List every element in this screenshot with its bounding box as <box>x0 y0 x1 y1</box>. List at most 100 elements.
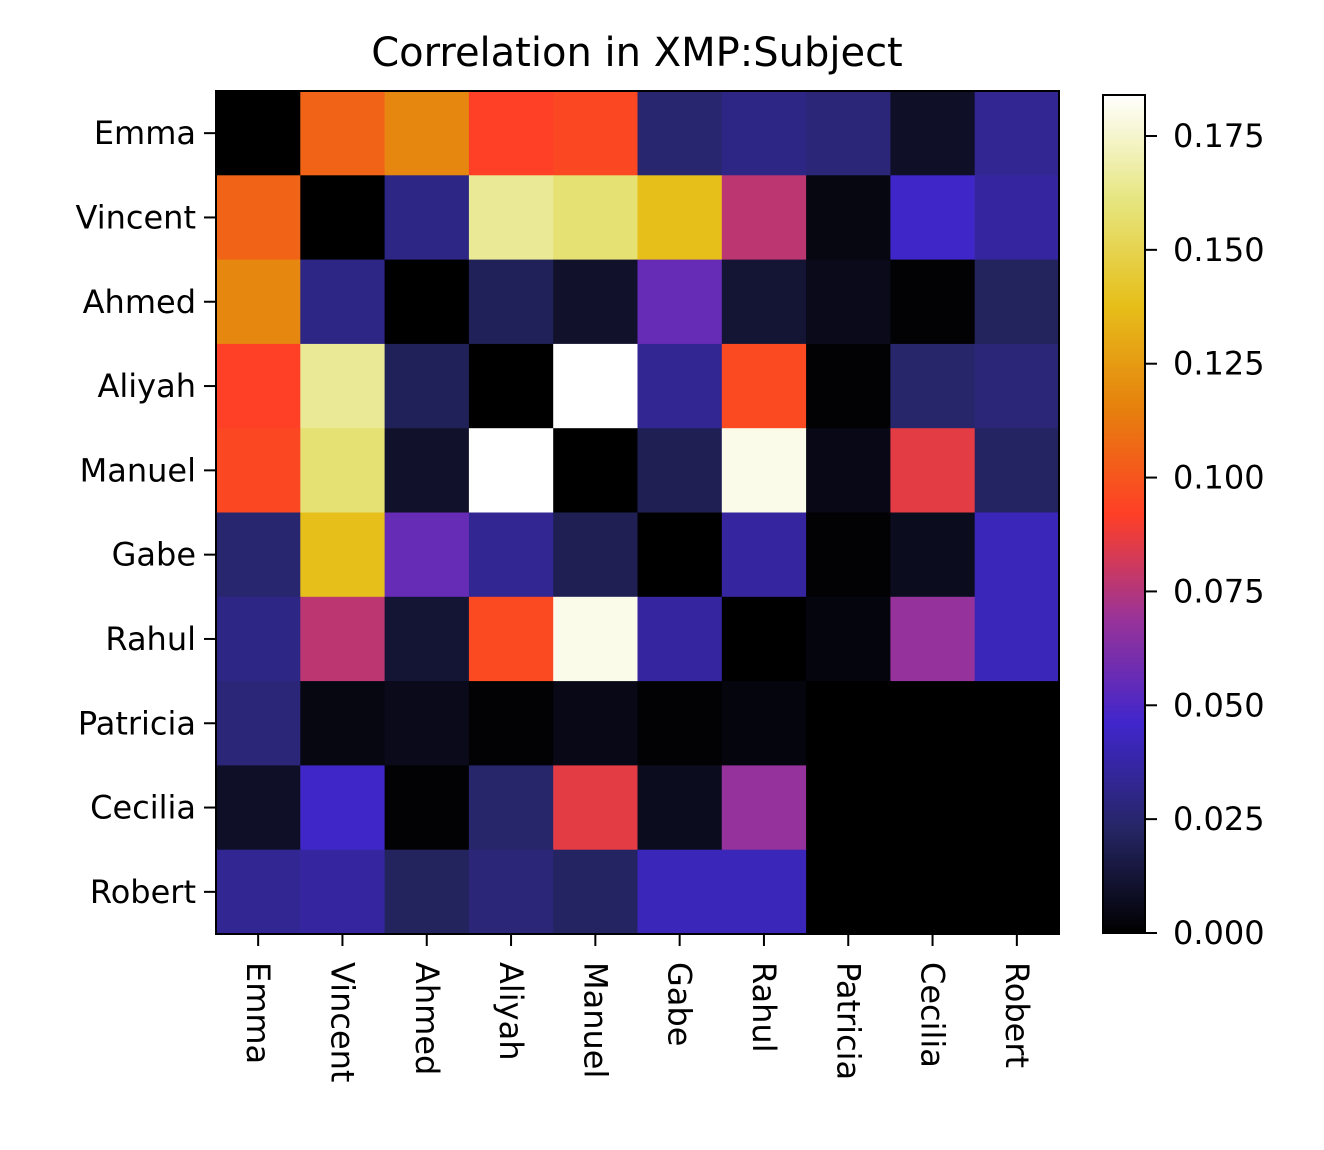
heatmap-cell <box>806 596 891 682</box>
y-tick-label: Gabe <box>112 536 196 574</box>
heatmap-cell <box>300 175 386 261</box>
heatmap-cell <box>216 512 301 598</box>
heatmap-cell <box>468 681 554 766</box>
heatmap-cell <box>553 681 639 766</box>
heatmap-cell <box>300 428 386 514</box>
heatmap-cell <box>974 428 1060 514</box>
heatmap-cell <box>384 512 470 598</box>
x-tick-label: Cecilia <box>914 962 952 1068</box>
heatmap-cell <box>721 259 807 345</box>
heatmap-cell <box>637 259 723 345</box>
heatmap-cell <box>300 512 386 598</box>
heatmap-cell <box>890 175 976 261</box>
heatmap-cell <box>806 343 891 429</box>
x-tick-label: Patricia <box>829 962 867 1080</box>
heatmap-cells <box>216 91 1060 935</box>
heatmap-cell <box>300 765 386 851</box>
heatmap-cell <box>553 343 639 429</box>
heatmap-cell <box>637 512 723 598</box>
heatmap-cell <box>890 259 976 345</box>
heatmap-cell <box>553 765 639 851</box>
x-tick-label: Gabe <box>661 962 699 1046</box>
heatmap-cell <box>553 259 639 345</box>
y-tick-label: Aliyah <box>98 367 197 405</box>
heatmap-cell <box>721 596 807 682</box>
heatmap-cell <box>384 596 470 682</box>
heatmap-cell <box>721 765 807 851</box>
heatmap-cell <box>216 596 301 682</box>
colorbar-tick-label: 0.150 <box>1173 231 1265 269</box>
heatmap-cell <box>216 91 301 176</box>
chart-title: Correlation in XMP:Subject <box>371 30 903 76</box>
heatmap-cell <box>721 91 807 176</box>
heatmap-cell <box>384 259 470 345</box>
colorbar: 0.000 0.025 0.050 0.075 0.100 0.125 0.150 0.175 <box>1102 94 1265 952</box>
heatmap-cell <box>553 91 639 176</box>
heatmap-cell <box>637 343 723 429</box>
y-tick-label: Robert <box>90 873 196 911</box>
heatmap-cell <box>974 175 1060 261</box>
heatmap-cell <box>553 512 639 598</box>
x-tick-label: Ahmed <box>408 962 446 1075</box>
heatmap-cell <box>974 512 1060 598</box>
heatmap-cell <box>300 849 386 935</box>
heatmap-cell <box>806 175 891 261</box>
heatmap-cell <box>468 175 554 261</box>
heatmap-cell <box>468 259 554 345</box>
heatmap-cell <box>974 596 1060 682</box>
heatmap-cell <box>468 512 554 598</box>
heatmap-cell <box>384 428 470 514</box>
colorbar-tick-label: 0.125 <box>1173 345 1265 383</box>
heatmap-cell <box>468 428 554 514</box>
heatmap-cell <box>384 681 470 766</box>
colorbar-tick-label: 0.000 <box>1173 914 1265 952</box>
heatmap-cell <box>637 91 723 176</box>
heatmap-cell <box>806 91 891 176</box>
heatmap-cell <box>974 91 1060 176</box>
x-tick-label: Rahul <box>745 962 783 1053</box>
heatmap-cell <box>721 343 807 429</box>
heatmap-cell <box>553 849 639 935</box>
heatmap-cell <box>637 765 723 851</box>
heatmap-cell <box>890 849 976 935</box>
x-axis: Emma Vincent Ahmed Aliyah Manuel Gabe Rahul Pat… <box>239 934 1036 1082</box>
heatmap-cell <box>890 765 976 851</box>
heatmap-cell <box>637 681 723 766</box>
heatmap-cell <box>974 681 1060 766</box>
heatmap-cell <box>637 428 723 514</box>
heatmap-cell <box>553 428 639 514</box>
colorbar-tick-label: 0.050 <box>1173 686 1265 724</box>
x-tick-label: Manuel <box>576 962 614 1078</box>
heatmap-cell <box>890 428 976 514</box>
colorbar-tick-label: 0.100 <box>1173 459 1265 497</box>
heatmap-cell <box>468 91 554 176</box>
heatmap-cell <box>216 175 301 261</box>
heatmap-cell <box>890 91 976 176</box>
y-tick-label: Manuel <box>80 451 196 489</box>
heatmap-cell <box>974 259 1060 345</box>
colorbar-tick-label: 0.075 <box>1173 572 1265 610</box>
heatmap-cell <box>300 596 386 682</box>
colorbar-tick-label: 0.025 <box>1173 800 1265 838</box>
heatmap-cell <box>890 512 976 598</box>
heatmap-cell <box>384 765 470 851</box>
x-tick-label: Vincent <box>323 962 361 1082</box>
heatmap-cell <box>721 849 807 935</box>
heatmap-cell <box>300 681 386 766</box>
heatmap-cell <box>637 175 723 261</box>
heatmap-cell <box>637 596 723 682</box>
heatmap-cell <box>300 91 386 176</box>
heatmap-cell <box>216 343 301 429</box>
heatmap-cell <box>637 849 723 935</box>
heatmap-cell <box>974 849 1060 935</box>
heatmap-cell <box>300 259 386 345</box>
heatmap-cell <box>890 596 976 682</box>
heatmap-cell <box>974 765 1060 851</box>
heatmap-cell <box>721 428 807 514</box>
heatmap-cell <box>806 765 891 851</box>
x-tick-label: Emma <box>239 962 277 1064</box>
heatmap-cell <box>890 343 976 429</box>
heatmap-cell <box>806 259 891 345</box>
colorbar-ticks: 0.000 0.025 0.050 0.075 0.100 0.125 0.150 0.175 <box>1145 117 1265 952</box>
y-tick-label: Patricia <box>78 704 196 742</box>
